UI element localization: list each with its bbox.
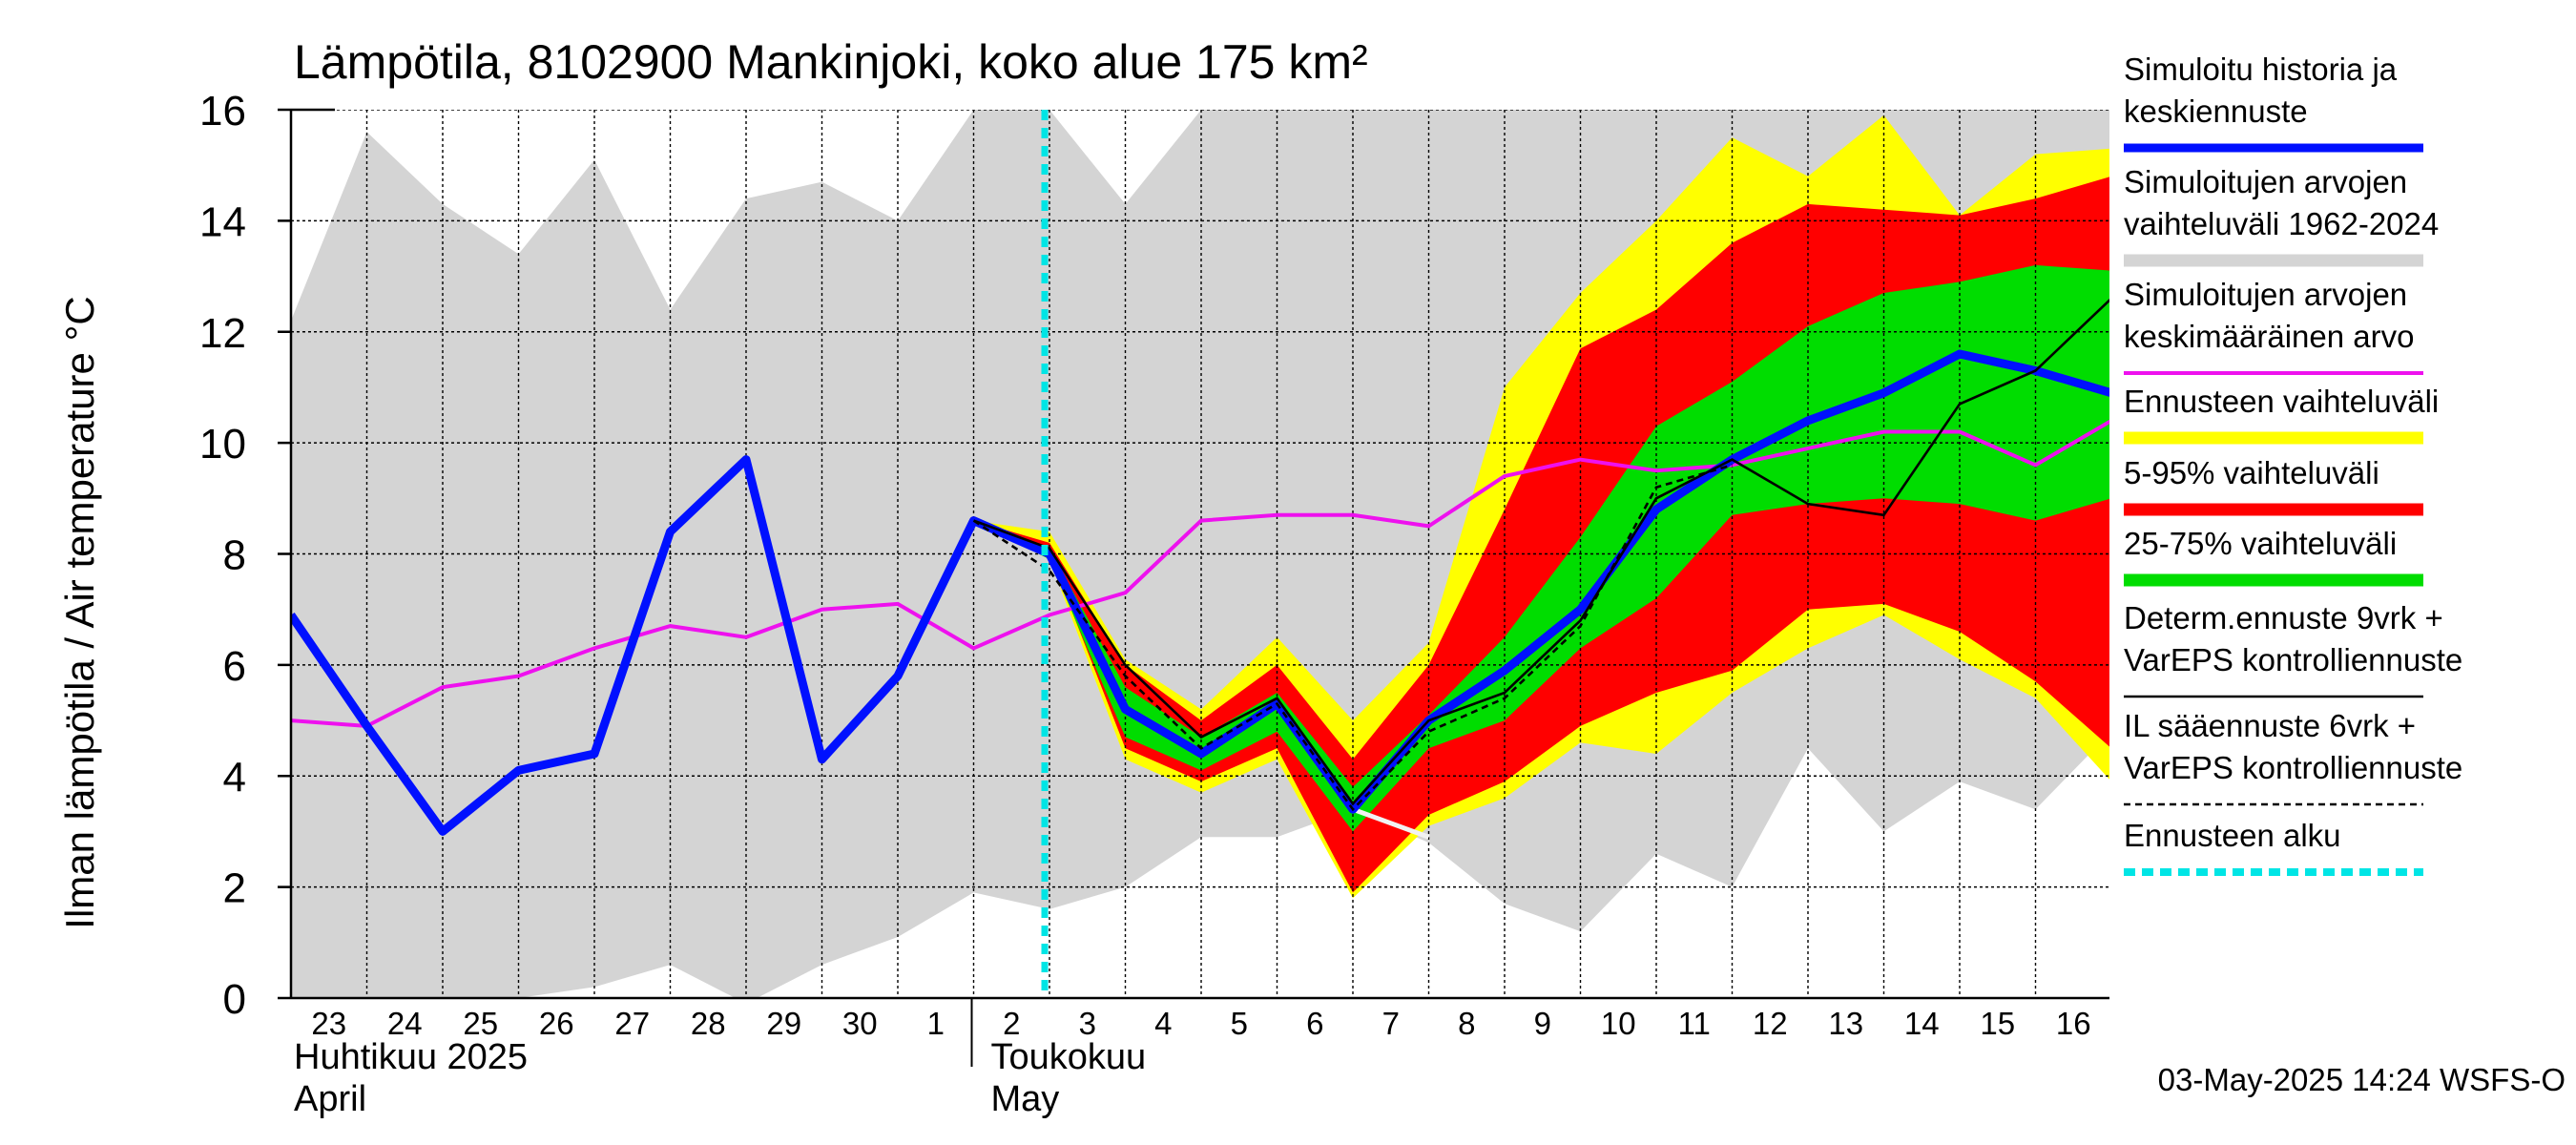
y-tick-label: 0	[223, 976, 246, 1023]
x-tick-label: 25	[463, 1006, 498, 1041]
x-tick-label: 23	[311, 1006, 346, 1041]
y-axis-label: Ilman lämpötila / Air temperature °C	[57, 296, 102, 928]
y-tick-label: 8	[223, 532, 246, 579]
y-tick-label: 10	[199, 421, 246, 468]
historical-mean-line	[291, 419, 2109, 728]
x-tick-label: 26	[539, 1006, 574, 1041]
footer-timestamp: 03-May-2025 14:24 WSFS-O	[2158, 1062, 2566, 1097]
y-tick-label: 2	[223, 865, 246, 912]
x-tick-label: 30	[842, 1006, 878, 1041]
x-tick-label: 29	[766, 1006, 801, 1041]
x-tick-label: 12	[1753, 1006, 1788, 1041]
legend-label: VarEPS kontrolliennuste	[2124, 750, 2462, 785]
month-label-en: April	[294, 1079, 366, 1119]
x-tick-label: 24	[387, 1006, 423, 1041]
legend-label: keskiennuste	[2124, 94, 2308, 129]
x-tick-label: 15	[1980, 1006, 2015, 1041]
legend-label: Ennusteen vaihteluväli	[2124, 384, 2439, 419]
legend-label: keskimääräinen arvo	[2124, 319, 2414, 354]
x-tick-label: 8	[1458, 1006, 1475, 1041]
p25-75-band	[973, 264, 2109, 832]
month-label-fi: Huhtikuu 2025	[294, 1037, 528, 1077]
month-label-en: May	[991, 1079, 1060, 1119]
legend-label: Determ.ennuste 9vrk +	[2124, 600, 2443, 635]
x-tick-label: 13	[1828, 1006, 1863, 1041]
plot-content	[291, 110, 2109, 998]
x-tick-label: 3	[1079, 1006, 1096, 1041]
x-tick-label: 6	[1306, 1006, 1323, 1041]
history-forecast-line	[291, 349, 2109, 836]
il-forecast-line	[972, 464, 1733, 812]
y-tick-label: 6	[223, 643, 246, 690]
x-tick-label: 10	[1601, 1006, 1636, 1041]
x-tick-label: 28	[691, 1006, 726, 1041]
x-tick-label: 27	[614, 1006, 650, 1041]
chart-title: Lämpötila, 8102900 Mankinjoki, koko alue…	[294, 35, 1368, 89]
legend-label: VarEPS kontrolliennuste	[2124, 642, 2462, 677]
x-tick-label: 1	[927, 1006, 945, 1041]
x-tick-label: 7	[1382, 1006, 1400, 1041]
legend: Simuloitu historia ja keskiennuste Simuloi…	[2124, 52, 2462, 876]
legend-label: vaihteluväli 1962-2024	[2124, 206, 2439, 241]
legend-label: Simuloitujen arvojen	[2124, 164, 2407, 199]
legend-label: 5-95% vaihteluväli	[2124, 455, 2379, 490]
y-tick-label: 12	[199, 310, 246, 357]
legend-label: 25-75% vaihteluväli	[2124, 526, 2397, 561]
y-tick-label: 16	[199, 88, 246, 135]
deterministic-forecast-line	[973, 298, 2109, 806]
legend-label: Simuloitujen arvojen	[2124, 277, 2407, 312]
y-tick-label: 14	[199, 198, 246, 245]
legend-label: IL sääennuste 6vrk +	[2124, 708, 2416, 743]
x-tick-label: 14	[1904, 1006, 1940, 1041]
x-tick-label: 16	[2056, 1006, 2091, 1041]
legend-label: Ennusteen alku	[2124, 818, 2341, 853]
x-tick-label: 11	[1678, 1006, 1711, 1041]
x-tick-label: 4	[1154, 1006, 1172, 1041]
x-tick-label: 9	[1534, 1006, 1551, 1041]
x-tick-label: 2	[1003, 1006, 1020, 1041]
x-tick-label: 5	[1231, 1006, 1248, 1041]
white-segment-line	[1352, 806, 1430, 840]
month-label-fi: Toukokuu	[991, 1037, 1147, 1077]
legend-label: Simuloitu historia ja	[2124, 52, 2398, 87]
y-tick-label: 4	[223, 754, 246, 801]
